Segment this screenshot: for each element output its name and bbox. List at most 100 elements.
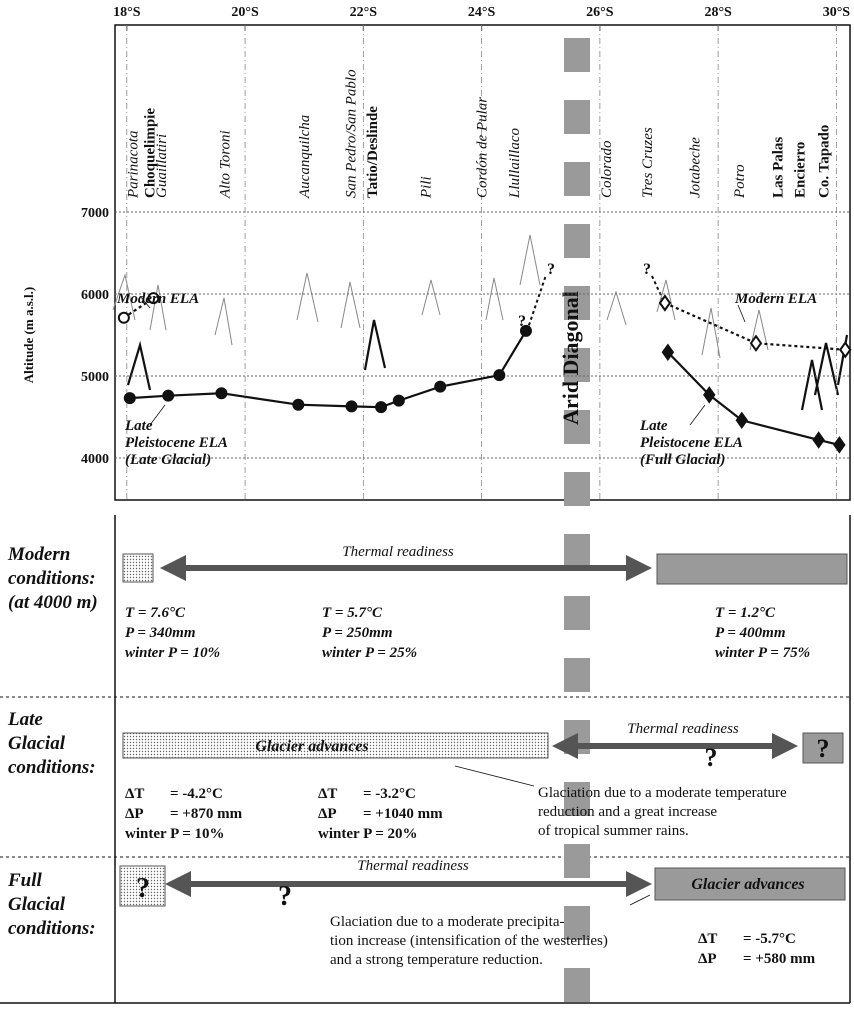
note-text: tion increase (intensification of the we… [330, 933, 608, 949]
thermal-arrow [626, 871, 652, 897]
series-label: Modern ELA [116, 291, 199, 307]
ela-marker [376, 402, 386, 412]
ela-marker [119, 313, 129, 323]
ela-marker [521, 326, 531, 336]
x-tick-label: 20°S [231, 5, 259, 20]
condition-text: = -3.2°C [363, 786, 416, 802]
ela-marker [737, 413, 747, 427]
panel-label: Late [7, 709, 43, 730]
ela-marker [163, 391, 173, 401]
site-label: Aucanquilcha [297, 115, 313, 199]
x-tick-label: 30°S [823, 5, 851, 20]
condition-text: ΔP [698, 951, 717, 967]
stippled-box [123, 554, 153, 582]
ela-extension [527, 275, 664, 331]
x-tick-label: 28°S [704, 5, 732, 20]
y-tick-label: 4000 [81, 452, 109, 467]
site-label: Las Palas [770, 137, 786, 198]
band-label: Arid Diagonal [558, 291, 583, 425]
thermal-label: Thermal readiness [342, 544, 454, 560]
condition-text: P = 400mm [715, 625, 786, 641]
condition-text: = +870 mm [170, 806, 243, 822]
question-mark: ? [643, 261, 651, 278]
note-text: and a strong temperature reduction. [330, 952, 543, 968]
series-label: Pleistocene ELA [640, 435, 743, 451]
site-label: Tres Cruzes [640, 127, 656, 198]
site-label: Parinacota [126, 131, 142, 200]
condition-text: P = 340mm [125, 625, 196, 641]
ela-marker [435, 382, 445, 392]
ela-marker [494, 370, 504, 380]
condition-text: winter P = 75% [715, 645, 810, 661]
series-label: Late [124, 418, 153, 434]
ela-marker [814, 433, 824, 447]
peak-glyphs-dark [128, 320, 847, 410]
note-text: Glaciation due to a moderate temperature [538, 785, 787, 801]
panel-label: conditions: [8, 918, 96, 939]
peak-glyphs [113, 235, 768, 358]
panel-label: Full [7, 870, 43, 891]
condition-text: ΔT [318, 786, 337, 802]
note-text: of tropical summer rains. [538, 823, 689, 839]
site-label: Cordón de Pular [475, 97, 491, 198]
chart-frame [115, 25, 850, 500]
condition-text: ΔP [125, 806, 144, 822]
question-mark: ? [705, 743, 718, 772]
thermal-arrow [772, 733, 798, 759]
thermal-arrow [165, 871, 191, 897]
series-label: Modern ELA [734, 291, 817, 307]
ela-marker [125, 393, 135, 403]
condition-text: winter P = 10% [125, 645, 220, 661]
series-label: (Late Glacial) [125, 452, 211, 468]
condition-text: T = 7.6°C [125, 605, 186, 621]
condition-text: = -5.7°C [743, 931, 796, 947]
condition-text: winter P = 20% [318, 826, 418, 842]
ela-marker [834, 438, 844, 452]
note-text: reduction and a great increase [538, 804, 717, 820]
series-label: Late [639, 418, 668, 434]
site-label: Colorado [599, 140, 615, 198]
figure: Altitude (m a.s.l.) Arid Diagonal ? ? ? … [0, 0, 854, 1018]
x-tick-label: 22°S [350, 5, 378, 20]
y-tick-label: 5000 [81, 370, 109, 385]
ela-marker [216, 388, 226, 398]
glacier-label: Glacier advances [691, 876, 804, 893]
panel-label: Glacial [8, 733, 66, 754]
panel-label: Glacial [8, 894, 66, 915]
ela-marker [347, 401, 357, 411]
ela-marker [840, 343, 850, 357]
site-label: Llullaillaco [507, 127, 523, 199]
ela-marker [394, 396, 404, 406]
series-label: (Full Glacial) [640, 452, 725, 468]
site-label: Encierro [793, 142, 809, 198]
condition-text: winter P = 25% [322, 645, 417, 661]
panel-label: (at 4000 m) [8, 592, 98, 613]
question-mark: ? [278, 881, 292, 912]
condition-text: winter P = 10% [125, 826, 225, 842]
condition-text: T = 1.2°C [715, 605, 776, 621]
site-label: Alto Toroni [217, 130, 233, 199]
condition-text: ΔP [318, 806, 337, 822]
site-label: Co. Tapado [816, 125, 832, 198]
site-label: Potro [732, 164, 748, 199]
ela-line [130, 331, 526, 407]
y-axis-label: Altitude (m a.s.l.) [21, 287, 36, 383]
note-text: Glaciation due to a moderate precipita- [330, 914, 564, 930]
y-tick-label: 7000 [81, 206, 109, 221]
condition-text: = -4.2°C [170, 786, 223, 802]
condition-text: = +580 mm [743, 951, 816, 967]
site-label: San Pedro/San Pablo [343, 69, 359, 198]
question-mark: ? [817, 734, 830, 763]
condition-text: P = 250mm [322, 625, 393, 641]
question-mark: ? [547, 261, 555, 278]
panel-label: conditions: [8, 757, 96, 778]
panel-label: conditions: [8, 568, 96, 589]
site-label: Tatio/Deslinde [365, 106, 381, 198]
condition-text: ΔT [125, 786, 144, 802]
series-label: Pleistocene ELA [125, 435, 228, 451]
condition-text: = +1040 mm [363, 806, 443, 822]
thermal-arrow [160, 555, 186, 581]
site-label: Jotabeche [687, 137, 703, 198]
x-tick-label: 26°S [586, 5, 614, 20]
thermal-label: Thermal readiness [357, 858, 469, 874]
